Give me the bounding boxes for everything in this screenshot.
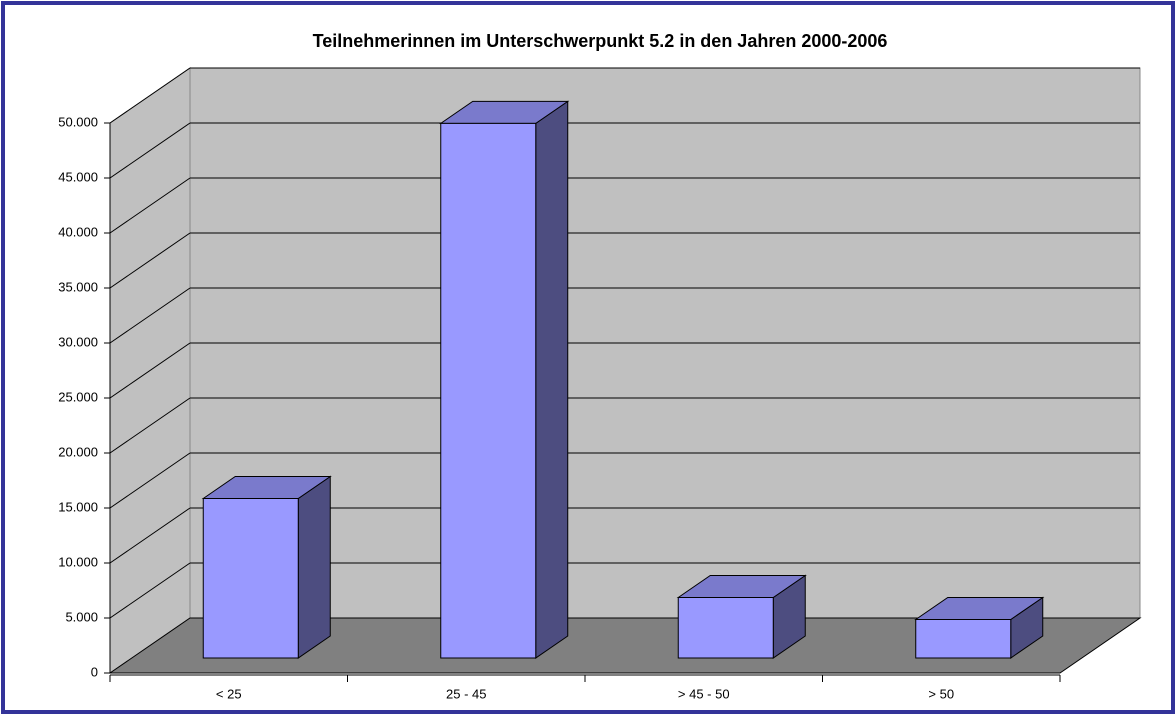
grid-line <box>109 562 191 619</box>
x-tick-label: > 45 - 50 <box>678 686 730 701</box>
y-tick-label: 5.000 <box>65 609 98 624</box>
grid-line <box>109 287 191 344</box>
x-tick-label: < 25 <box>216 686 242 701</box>
chart-title: Teilnehmerinnen im Unterschwerpunkt 5.2 … <box>313 31 888 51</box>
bar <box>202 498 299 659</box>
bar <box>677 597 774 659</box>
grid-line <box>109 452 191 509</box>
y-tick-label: 0 <box>91 664 98 679</box>
floor <box>108 617 1142 674</box>
y-tick-label: 45.000 <box>58 169 98 184</box>
grid-line <box>109 67 191 124</box>
bar-side <box>297 475 331 659</box>
x-tick-label: 25 - 45 <box>446 686 486 701</box>
y-tick-label: 15.000 <box>58 499 98 514</box>
grid-line <box>109 122 191 179</box>
grid-line <box>109 232 191 289</box>
y-tick-label: 50.000 <box>58 114 98 129</box>
y-tick-label: 10.000 <box>58 554 98 569</box>
grid-line <box>109 177 191 234</box>
y-tick-label: 25.000 <box>58 389 98 404</box>
x-tick-label: > 50 <box>928 686 954 701</box>
bar <box>440 122 537 659</box>
y-tick-label: 35.000 <box>58 279 98 294</box>
grid-line <box>109 397 191 454</box>
y-tick-label: 30.000 <box>58 334 98 349</box>
bar-side <box>535 100 569 659</box>
y-tick-label: 20.000 <box>58 444 98 459</box>
grid-line <box>109 507 191 564</box>
grid-line <box>109 342 191 399</box>
y-tick-label: 40.000 <box>58 224 98 239</box>
bar <box>915 619 1012 659</box>
